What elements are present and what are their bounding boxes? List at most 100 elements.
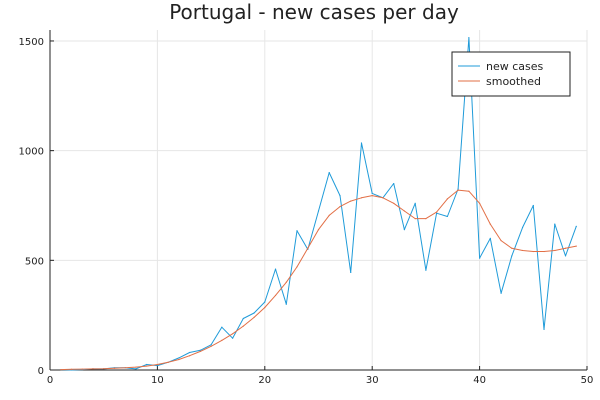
smoothed-point: [339, 205, 341, 208]
smoothed-point: [221, 339, 223, 341]
new-cases-point: [156, 365, 158, 367]
smoothed-point: [264, 306, 266, 309]
new-cases-point: [521, 226, 524, 229]
smoothed-point: [210, 345, 212, 347]
legend-label: smoothed: [486, 75, 541, 88]
smoothed-point: [60, 368, 62, 371]
new-cases-point: [264, 301, 266, 303]
smoothed-point: [543, 250, 545, 253]
legend-box: [451, 51, 571, 97]
smoothed-point: [371, 195, 373, 197]
new-cases-point: [554, 223, 556, 225]
new-cases-point: [543, 328, 545, 331]
new-cases-point: [564, 255, 567, 257]
y-tick-label: 0: [38, 366, 44, 377]
smoothed-point: [274, 294, 277, 297]
y-tick-label: 1000: [19, 147, 44, 158]
smoothed-point: [103, 368, 105, 370]
smoothed-point: [457, 189, 459, 191]
smoothed-point: [425, 218, 427, 220]
smoothed-point: [231, 333, 234, 335]
smoothed-point: [135, 366, 137, 368]
chart-title: Portugal - new cases per day: [169, 0, 459, 24]
new-cases-point: [446, 215, 448, 218]
new-cases-point: [328, 171, 330, 174]
smoothed-point: [403, 210, 406, 212]
x-tick-label: 40: [473, 375, 486, 386]
new-cases-point: [468, 37, 470, 39]
new-cases-point: [221, 326, 223, 328]
smoothed-point: [70, 368, 73, 370]
new-cases-point: [339, 195, 341, 197]
smoothed-point: [489, 223, 491, 225]
smoothed-point: [253, 316, 255, 318]
new-cases-point: [350, 271, 352, 273]
new-cases-point: [317, 210, 320, 212]
x-tick-label: 10: [151, 375, 164, 386]
new-cases-point: [178, 357, 180, 359]
smoothed-point: [521, 249, 524, 252]
smoothed-point: [382, 197, 384, 199]
new-cases-point: [189, 351, 191, 354]
smoothed-point: [113, 367, 116, 369]
new-cases-point: [199, 349, 201, 351]
new-cases-point: [457, 188, 459, 190]
new-cases-point: [575, 225, 577, 227]
new-cases-point: [231, 337, 234, 339]
new-cases-point: [479, 257, 481, 259]
smoothed-point: [146, 365, 148, 367]
new-cases-point: [489, 237, 491, 239]
new-cases-point: [371, 192, 373, 195]
smoothed-point: [307, 247, 309, 249]
smoothed-point: [242, 325, 244, 327]
smoothed-point: [532, 250, 534, 253]
new-cases-point: [146, 363, 148, 366]
new-cases-point: [532, 204, 534, 207]
smoothed-point: [199, 350, 201, 352]
new-cases-point: [414, 202, 416, 204]
new-cases-point: [500, 292, 502, 294]
new-cases-point: [210, 344, 212, 346]
smoothed-point: [167, 361, 169, 363]
new-cases-point: [425, 269, 427, 271]
new-cases-point: [296, 230, 298, 232]
smoothed-point: [564, 247, 567, 249]
smoothed-point: [436, 211, 438, 213]
smoothed-point: [468, 190, 470, 192]
new-cases-point: [285, 303, 287, 305]
new-cases-point: [242, 317, 244, 320]
smoothed-point: [446, 198, 448, 200]
smoothed-point: [178, 358, 180, 361]
smoothed-point: [124, 367, 126, 369]
new-cases-point: [436, 212, 438, 214]
axes: [49, 30, 588, 371]
smoothed-point: [317, 229, 320, 231]
new-cases-point: [403, 229, 406, 231]
smoothed-point: [511, 247, 513, 249]
x-tick-label: 30: [366, 375, 379, 386]
smoothed-point: [554, 249, 556, 252]
new-cases-point: [511, 255, 513, 257]
y-tick-label: 1500: [19, 37, 44, 48]
smoothed-point: [479, 202, 481, 204]
y-tick-label: 500: [25, 256, 44, 267]
smoothed-point: [575, 245, 577, 247]
x-tick-label: 20: [258, 375, 271, 386]
smoothed-point: [414, 218, 416, 220]
x-tick-label: 0: [47, 375, 53, 386]
smoothed-point: [189, 355, 191, 357]
series-lines: [60, 37, 577, 371]
smoothed-point: [328, 214, 330, 216]
new-cases-point: [274, 268, 277, 270]
smoothed-point: [500, 239, 502, 242]
smoothed-point: [92, 368, 94, 370]
legend: new cases smoothed: [451, 51, 571, 97]
legend-label: new cases: [486, 60, 544, 73]
x-tick-label: 50: [581, 375, 594, 386]
new-cases-point: [360, 142, 363, 144]
smoothed-point: [296, 266, 298, 268]
smoothed-point: [393, 202, 395, 204]
